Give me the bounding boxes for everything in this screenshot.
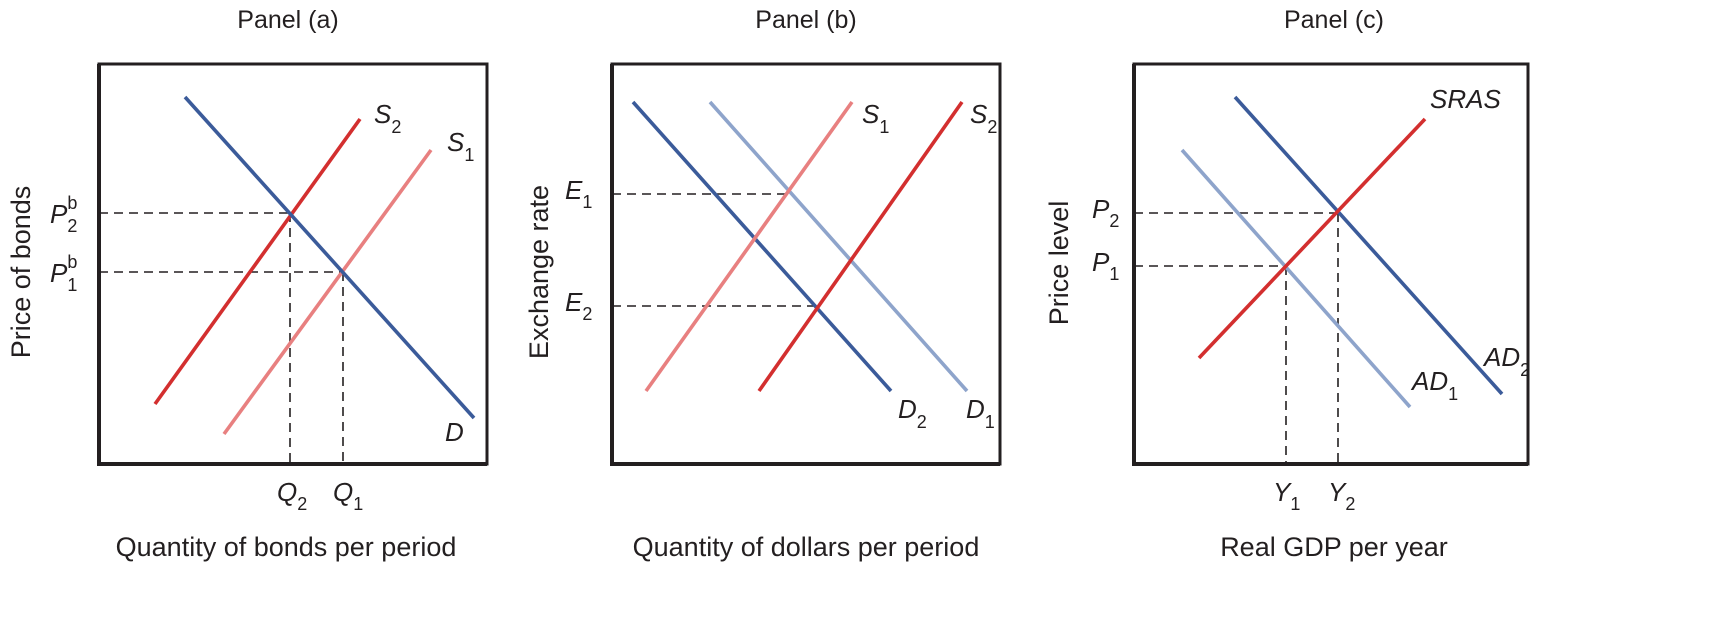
panel-c-tick-p2: P2 <box>1092 194 1119 231</box>
panel-c-tick-y1: Y1 <box>1273 477 1300 514</box>
panel-b-curve-d2 <box>631 100 893 393</box>
panel-a: Panel (a) Price of bonds Quantity of bon… <box>6 6 489 562</box>
panel-a-tick-q2: Q2 <box>277 477 307 514</box>
panel-a-xlabel: Quantity of bonds per period <box>116 532 457 562</box>
panel-c-ylabel: Price level <box>1044 201 1074 326</box>
panel-a-curve-s1 <box>222 148 433 436</box>
panel-a-title: Panel (a) <box>237 6 338 34</box>
panel-c-tick-y2: Y2 <box>1328 477 1355 514</box>
panel-b-axes <box>610 64 1000 466</box>
panel-c-curve-ad1 <box>1180 148 1412 409</box>
panel-b-label-s2: S2 <box>970 99 997 137</box>
panel-a-label-s1: S1 <box>447 127 474 165</box>
panel-a-ylabel: Price of bonds <box>6 186 36 359</box>
panel-c-axes <box>1132 64 1528 466</box>
panel-c-curve-ad2 <box>1233 95 1504 396</box>
panel-c-tick-p1: P1 <box>1092 247 1119 284</box>
panel-b-curve-s1 <box>644 100 854 393</box>
panel-b-ylabel: Exchange rate <box>524 185 554 359</box>
panel-b: Panel (b) Exchange rate Quantity of doll… <box>524 6 1002 562</box>
panel-b-label-d1: D1 <box>966 394 995 432</box>
panel-a-label-s2: S2 <box>374 99 401 137</box>
panel-b-label-s1: S1 <box>862 99 889 137</box>
panel-b-xlabel: Quantity of dollars per period <box>633 532 980 562</box>
panel-c-title: Panel (c) <box>1284 6 1384 34</box>
panel-b-label-d2: D2 <box>898 394 927 432</box>
panel-b-title: Panel (b) <box>755 6 856 34</box>
panel-b-tick-e2: E2 <box>565 287 592 324</box>
panel-b-curve-d1 <box>708 100 969 393</box>
panel-c-xlabel: Real GDP per year <box>1220 532 1448 562</box>
panel-c-label-sras: SRAS <box>1430 84 1501 114</box>
panel-a-curve-s2 <box>153 117 362 406</box>
panel-a-axes <box>97 64 487 466</box>
panel-a-tick-q1: Q1 <box>333 477 363 514</box>
panel-a-curve-d <box>183 95 476 420</box>
panel-c-curve-sras <box>1197 117 1427 360</box>
panel-c-label-ad2: AD2 <box>1482 342 1530 380</box>
panel-c-label-ad1: AD1 <box>1410 366 1458 404</box>
panel-b-curve-s2 <box>757 100 964 393</box>
panel-b-frame <box>610 62 1002 466</box>
panel-a-tick-p1: P1b <box>50 252 77 295</box>
panel-c: Panel (c) Price level Real GDP per year … <box>1044 6 1530 562</box>
panel-c-frame <box>1132 62 1530 466</box>
panel-b-tick-e1: E1 <box>565 175 592 212</box>
panel-a-label-d: D <box>445 417 464 447</box>
panel-a-tick-p2: P2b <box>50 193 77 236</box>
